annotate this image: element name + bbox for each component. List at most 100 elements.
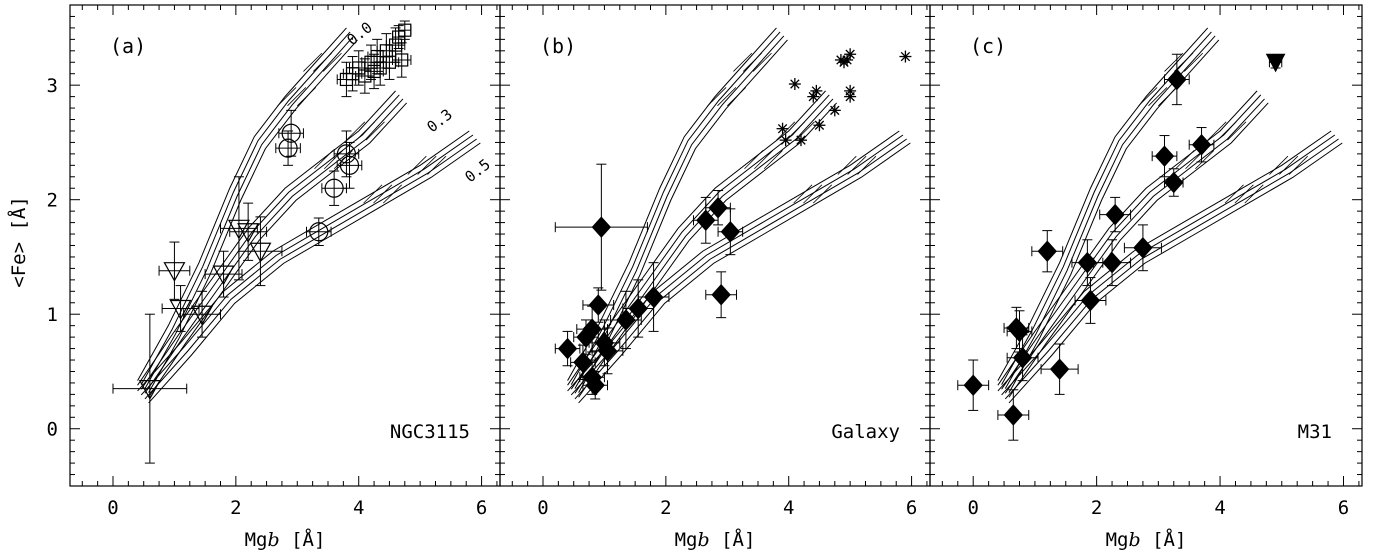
model-track [578,102,837,398]
model-hatch [742,52,762,72]
data-point [790,79,800,89]
model-hatch [707,87,727,107]
data-point [845,91,855,102]
x-axis-label: Mgb [Å] [675,528,756,551]
model-hatch [1158,87,1178,107]
plot-frame [69,4,501,487]
data-point [628,297,648,320]
model-hatch [763,150,783,170]
data-point [1012,346,1033,369]
model-hatch [417,155,437,175]
data-point [1102,251,1122,274]
model-track [567,27,777,381]
model-track [140,94,400,390]
model-hatch [312,52,332,72]
data-point [1164,171,1184,194]
data-point [573,351,593,374]
data-point [309,222,329,242]
data-point [249,242,272,263]
x-tick-label: 6 [906,497,917,519]
x-tick-label: 6 [1338,497,1349,519]
model-hatch [1175,150,1195,170]
x-axis-label-prefix: Mg [675,529,698,551]
x-tick-label: 4 [783,497,794,519]
x-axis-label-italic: b [1128,529,1140,551]
data-point [830,105,840,116]
model-track [997,90,1258,386]
x-axis-label-prefix: Mg [245,529,268,551]
data-point [597,340,618,362]
data-point [1009,320,1030,343]
data-point [1049,358,1070,380]
panel-tag: (a) [110,34,146,58]
model-track [148,39,358,393]
data-point [1265,53,1286,73]
model-track [578,142,911,404]
curve-label: 0.5 [461,155,493,186]
model-hatch [407,155,427,175]
curve-label: 0.0 [343,18,375,49]
model-track [1004,98,1265,394]
model-track [1008,102,1269,398]
model-hatch [727,87,746,107]
model-hatch [795,121,815,141]
model-hatch [314,150,334,170]
panel-tag: (c) [970,34,1006,58]
x-tick-label: 4 [1214,497,1225,519]
data-point [643,286,664,308]
data-point [696,209,716,232]
model-hatch [1279,155,1299,175]
model-track [137,27,347,381]
panel-name: Galaxy [831,421,900,443]
data-point [780,135,791,145]
data-point [163,262,186,282]
model-hatch [1138,87,1158,107]
model-hatch [1288,155,1308,175]
data-point [616,309,636,331]
data-point [212,265,235,286]
model-track [148,142,481,404]
data-point [1080,289,1101,312]
model-hatch [803,184,823,204]
data-point [845,49,855,59]
model-track [1004,138,1339,400]
y-tick-label: 0 [47,419,58,441]
y-axis-label: <Fe> [Å] [7,196,30,288]
data-point [237,223,260,243]
data-point [1037,240,1057,262]
panel-2: 0 2 4 6 Mgb [Å] (b) Galaxy [499,4,931,551]
x-tick-label: 2 [230,497,241,519]
x-tick-label: 0 [967,497,978,519]
model-hatch [427,155,447,175]
x-axis-label-prefix: Mg [1106,529,1129,551]
model-track [1001,94,1262,390]
model-hatch [1244,184,1264,204]
model-hatch [857,155,877,175]
data-point [585,374,605,396]
data-point [336,144,357,164]
model-hatch [744,150,764,170]
curve-label: 0.3 [423,105,455,136]
model-hatch [297,87,316,107]
data-point [1154,145,1175,167]
model-hatch [287,87,307,107]
x-axis-label-italic: b [697,529,709,551]
model-hatch [346,121,366,141]
data-point [1167,68,1187,91]
x-tick-label: 4 [353,497,364,519]
y-tick-label: 2 [47,190,58,212]
y-tick-label: 3 [47,75,58,97]
model-hatch [303,52,323,72]
model-hatch [373,184,393,204]
data-point [777,123,788,134]
model-hatch [1227,121,1247,141]
x-tick-label: 2 [660,497,671,519]
data-point [708,196,728,219]
model-hatch [1269,155,1289,175]
model-hatch [322,52,342,72]
panel-1: 0 2 4 6 Mgb [Å] 0 1 2 3 (a) NGC3115 0.0 0.30.5 [47,4,501,551]
y-tick-label: 1 [47,304,58,326]
model-hatch [277,87,297,107]
x-tick-label: 0 [537,497,548,519]
